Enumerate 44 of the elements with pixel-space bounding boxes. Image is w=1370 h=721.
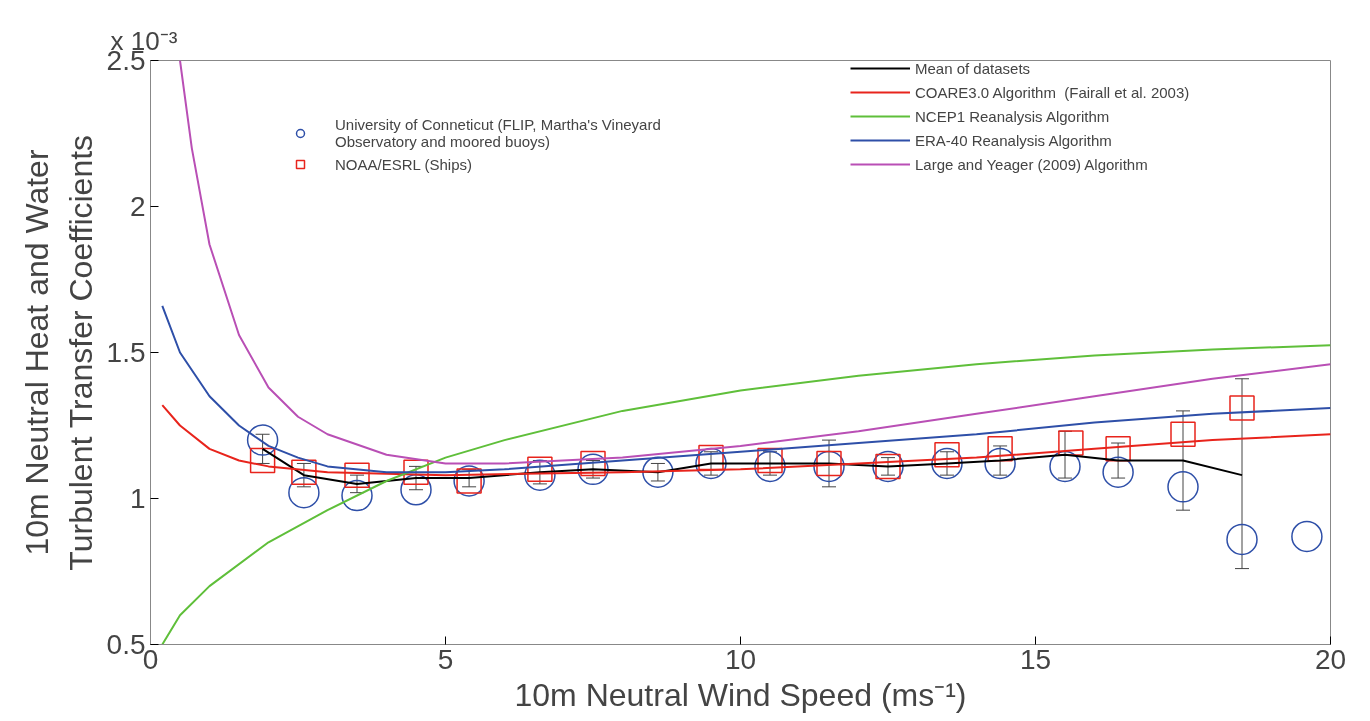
point	[288, 476, 320, 509]
x-tick-label: 10	[724, 643, 757, 675]
legend-label: Mean of datasets	[915, 59, 1031, 77]
x-tick-label: 20	[1314, 643, 1347, 675]
point	[1049, 450, 1081, 483]
point	[524, 459, 556, 491]
point	[1170, 421, 1196, 448]
y-tick-label: 1	[129, 483, 146, 514]
point	[1167, 471, 1199, 503]
point	[1102, 456, 1134, 488]
y-tick-label: 2	[129, 191, 146, 222]
y-tick-label: 1.5	[106, 337, 146, 368]
point	[1229, 395, 1255, 421]
point	[577, 453, 609, 486]
legend-label: Large and Yeager (2009) Algorithm	[915, 155, 1148, 173]
point	[344, 462, 370, 488]
point	[1105, 436, 1131, 462]
line-series	[161, 344, 1331, 645]
point	[984, 447, 1016, 480]
point	[642, 456, 674, 488]
point	[249, 447, 276, 474]
legend-label: NOAA/ESRL (Ships)	[335, 155, 472, 173]
x-tick-label: 15	[1019, 643, 1052, 675]
point	[1291, 520, 1323, 553]
point	[695, 447, 727, 480]
point	[987, 436, 1013, 462]
legend-label: University of Conneticut (FLIP, Martha's Vineyard Observatory and moored buoys)	[335, 116, 661, 150]
x-tick-label: 5	[437, 643, 454, 675]
legend-label: NCEP1 Reanalysis Algorithm	[915, 107, 1110, 125]
x-axis-title: 10m Neutral Wind Speed (ms⁻¹)	[514, 676, 967, 713]
legend-label: ERA-40 Reanalysis Algorithm	[915, 131, 1112, 149]
point	[291, 459, 317, 485]
point	[1058, 430, 1084, 456]
line-series	[179, 60, 1331, 465]
point	[1226, 523, 1258, 556]
point	[754, 450, 786, 483]
point	[403, 459, 429, 485]
point	[813, 450, 845, 483]
point	[341, 479, 373, 512]
y-axis-title: 10m Neutral Heat and Water Turbulent Transfer Coefficients	[19, 134, 99, 571]
point	[400, 474, 432, 506]
point	[931, 447, 963, 480]
point	[246, 424, 279, 456]
legend-label: COARE3.0 Algorithm (Fairall et al. 2003)	[915, 83, 1190, 101]
